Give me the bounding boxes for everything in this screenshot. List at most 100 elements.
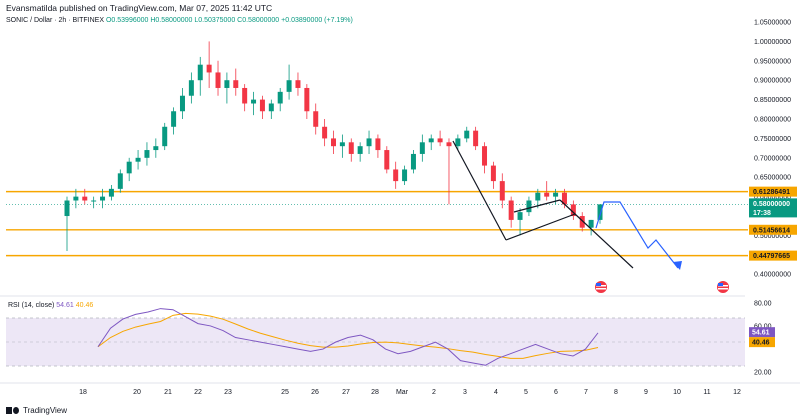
ohlc-values: O0.53996000 H0.58000000 L0.50375000 C0.5…: [105, 17, 280, 24]
candle-body: [64, 200, 70, 217]
us-flag-icon[interactable]: [717, 281, 729, 293]
time-tick-label: 4: [494, 389, 498, 396]
candle-body: [375, 138, 381, 151]
candle-body: [277, 91, 283, 104]
price-tag: [749, 207, 797, 218]
tradingview-brand[interactable]: TradingView: [6, 406, 67, 415]
candle-body: [561, 192, 567, 205]
candle-body: [339, 142, 345, 147]
candle-body: [313, 111, 319, 127]
candle-body: [73, 196, 79, 201]
rsi-tick-label: 20.00: [754, 370, 772, 377]
price-tag-label: 0.51456614: [753, 227, 790, 234]
price-tick-label: 0.80000000: [754, 117, 791, 124]
rsi-value: 54.61: [56, 302, 74, 309]
candle-body: [242, 87, 248, 104]
us-flag-icon[interactable]: [595, 281, 607, 293]
candle-body: [579, 216, 585, 228]
candle-body: [499, 181, 505, 201]
candle-body: [188, 80, 194, 96]
candle-body: [473, 130, 479, 147]
time-tick-label: 11: [703, 389, 710, 396]
price-tag-label: 17:38: [753, 210, 771, 217]
projection-path: [595, 201, 679, 269]
time-tick-label: 7: [584, 389, 588, 396]
candle-body: [144, 150, 150, 158]
candle-body: [553, 192, 559, 197]
candle-body: [570, 204, 576, 217]
candle-body: [304, 87, 310, 112]
trendline-drawings[interactable]: [452, 140, 634, 269]
time-tick-label: 3: [463, 389, 467, 396]
trendline-down-1[interactable]: [452, 140, 507, 241]
price-tag-label: 0.58000000: [753, 201, 790, 208]
trendline-down-2[interactable]: [559, 199, 634, 269]
arrow-head-icon: [673, 261, 682, 270]
price-tick-label: 0.50000000: [754, 233, 791, 240]
time-tick-label: 12: [733, 389, 741, 396]
price-tick-label: 0.40000000: [754, 272, 791, 279]
projection-arrow[interactable]: [595, 201, 682, 270]
price-tick-label: 0.90000000: [754, 78, 791, 85]
candle-body: [100, 196, 106, 201]
candle-body: [153, 146, 159, 151]
rsi-tick-label: 60.00: [754, 323, 772, 330]
candle-body: [437, 138, 443, 143]
time-tick-label: 18: [79, 389, 87, 396]
trendline-lower[interactable]: [505, 213, 576, 241]
candle-body: [268, 103, 274, 112]
price-tick-label: 1.00000000: [754, 39, 791, 46]
candle-body: [197, 64, 203, 81]
candle-body: [135, 157, 141, 162]
candle-body: [402, 169, 408, 182]
time-tick-label: 20: [133, 389, 141, 396]
candle-body: [126, 161, 132, 174]
time-tick-label: 8: [614, 389, 618, 396]
candle-body: [384, 150, 390, 170]
price-axis[interactable]: 1.05000000 1.00000000 0.95000000 0.90000000…: [749, 20, 797, 279]
candle-body: [108, 188, 114, 197]
time-axis[interactable]: 18 20 21 22 23 25 26 27 28 Mar 2 3 4 5 6 7 8 9 10 11 12: [79, 389, 741, 396]
candle-body: [224, 80, 230, 88]
time-tick-label: 10: [673, 389, 681, 396]
price-tick-label: 0.65000000: [754, 175, 791, 182]
rsi-tag: [749, 327, 775, 338]
time-tick-label: 21: [164, 389, 172, 396]
candle-body: [410, 153, 416, 170]
trendline-upper[interactable]: [513, 199, 561, 213]
time-tick-label: 27: [342, 389, 350, 396]
rsi-legend[interactable]: RSI (14, close) 54.61 40.46: [8, 302, 93, 309]
price-tag: [749, 250, 797, 261]
candle-body: [179, 95, 185, 112]
candle-body: [508, 200, 514, 220]
candle-body: [162, 126, 168, 147]
time-tick-label: 28: [371, 389, 379, 396]
rsi-tag-label: 54.61: [752, 330, 770, 337]
price-tick-label: 0.60000000: [754, 194, 791, 201]
candle-body: [215, 72, 221, 88]
rsi-axis: 80.00 60.00 20.00 54.61 40.46: [749, 300, 775, 377]
rsi-title: RSI (14, close): [8, 302, 55, 309]
candle-body: [322, 126, 328, 139]
candle-body: [455, 138, 461, 147]
symbol-legend[interactable]: SONIC / Dollar · 2h · BITFINEX O0.539960…: [6, 17, 353, 24]
candle-body: [464, 130, 470, 139]
candle-body: [82, 196, 88, 201]
candle-body: [517, 212, 523, 220]
candle-body: [206, 64, 212, 73]
time-tick-label: 25: [281, 389, 289, 396]
candle-body: [526, 200, 532, 213]
candle-body: [295, 80, 301, 88]
time-tick-label: 26: [311, 389, 319, 396]
candle-body: [428, 138, 434, 143]
price-tag: [749, 198, 797, 209]
candle-body: [171, 111, 177, 127]
price-tick-label: 0.95000000: [754, 58, 791, 65]
candle-body: [597, 204, 603, 220]
rsi-tag-label: 40.46: [752, 340, 770, 347]
time-tick-label: 9: [644, 389, 648, 396]
price-tick-label: 0.70000000: [754, 155, 791, 162]
horizontal-levels: [6, 190, 748, 257]
price-tag: [749, 224, 797, 235]
